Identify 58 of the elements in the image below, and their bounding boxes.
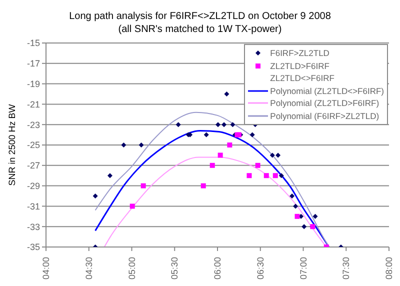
point [92,194,98,198]
x-tick-label: 07:30 [341,257,352,280]
point [270,152,275,158]
legend-label: F6IRF>ZL2TLD [270,47,330,60]
point [222,122,227,128]
point [264,173,269,178]
point [176,122,181,128]
legend-label: Polynomial (ZL2TLD<>F6IRF) [270,84,384,97]
point [107,173,112,178]
x-tick-label: 04:30 [84,257,94,280]
legend-label: Polynomial (F6IRF>ZL2TLD) [270,110,380,122]
point [230,122,236,128]
point [130,204,135,209]
y-tick-label: -25 [26,140,40,150]
point [302,224,307,230]
y-tick-label: -33 [26,222,40,232]
x-tick-label: 05:00 [126,257,137,280]
point [246,173,252,178]
x-tick-label: 04:00 [41,257,51,280]
point [204,132,209,138]
point [294,214,300,219]
y-tick-label: -17 [26,58,40,69]
legend-label: Polynomial (ZL2TLD>F6IRF) [270,97,380,110]
chart-title: Long path analysis for F6IRF<>ZL2TLD on October 9 2008 [68,10,332,23]
point [255,162,260,168]
point [250,132,255,138]
point [138,142,144,148]
x-tick-label: 06:30 [255,257,266,280]
y-tick-label: -21 [26,99,40,110]
text: ZL2TLD<>F6IRF [270,72,334,84]
y-tick-label: -19 [26,78,40,89]
point [224,92,230,96]
y-tick-label: -35 [26,242,40,252]
x-tick-label: 06:00 [212,257,222,280]
y-tick-label: -29 [26,180,40,191]
point [140,183,146,188]
x-tick-label: 05:30 [170,257,180,280]
point [290,194,295,198]
y-axis-title: SNR in 2500 Hz BW [7,104,17,186]
y-tick-label: -31 [26,201,40,212]
x-tick-label: 07:00 [298,257,308,280]
y-tick-label: -27 [26,160,40,171]
point [216,122,221,128]
point [278,173,284,178]
point [200,183,206,188]
point [218,152,223,158]
point [293,204,298,209]
x-tick-label: 08:00 [384,257,394,280]
point [121,142,126,148]
y-tick-label: -23 [26,120,40,130]
legend-label: ZL2TLD>F6IRF [270,60,330,72]
point [272,173,278,178]
point [276,152,281,158]
y-tick-label: -15 [26,38,40,48]
point [312,214,318,219]
point [210,162,215,168]
point [227,142,232,148]
chart-subtitle: (all SNR's matched to 1W TX-power) [117,23,283,36]
